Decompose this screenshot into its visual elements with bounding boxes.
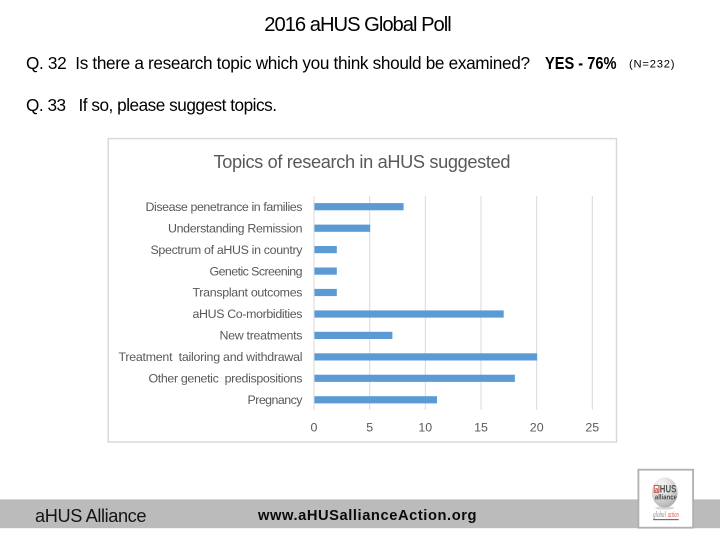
svg-text:www.aHUSallianceAction.org: www.aHUSallianceAction.org — [257, 508, 477, 524]
svg-text:Spectrum of aHUS in country: Spectrum of aHUS in country — [151, 243, 304, 257]
svg-text:0: 0 — [311, 421, 318, 435]
svg-text:aHUS Alliance: aHUS Alliance — [35, 506, 147, 526]
svg-text:aHUS Co-morbidities: aHUS Co-morbidities — [193, 307, 303, 321]
svg-text:Q. 32 Is there a research top: Q. 32 Is there a research topic which yo… — [26, 53, 530, 73]
svg-text:a: a — [655, 487, 659, 493]
svg-text:25: 25 — [585, 421, 599, 435]
svg-text:10: 10 — [418, 421, 432, 435]
svg-text:New treatments: New treatments — [220, 329, 303, 343]
svg-text:YES - 76%: YES - 76% — [545, 53, 617, 73]
svg-text:Pregnancy: Pregnancy — [248, 393, 304, 407]
svg-text:HUS: HUS — [660, 483, 677, 495]
svg-text:Topics of research in aHUS sug: Topics of research in aHUS suggested — [214, 152, 511, 172]
svg-text:2016 aHUS Global Poll: 2016 aHUS Global Poll — [264, 14, 452, 36]
svg-text:15: 15 — [474, 421, 488, 435]
svg-text:Transplant outcomes: Transplant outcomes — [193, 286, 303, 300]
svg-text:action: action — [668, 510, 679, 519]
svg-text:Genetic Screening: Genetic Screening — [210, 264, 303, 278]
svg-text:global: global — [653, 510, 666, 519]
svg-text:Disease penetrance in families: Disease penetrance in families — [146, 200, 303, 214]
svg-text:(N=232): (N=232) — [629, 59, 675, 71]
svg-text:Q. 33 If so, please suggest: Q. 33 If so, please suggest topics. — [26, 95, 277, 115]
svg-text:Understanding Remission: Understanding Remission — [168, 221, 303, 235]
svg-text:20: 20 — [530, 421, 544, 435]
svg-text:Treatment tailoring and withd: Treatment tailoring and withdrawal — [119, 350, 303, 364]
svg-text:5: 5 — [366, 421, 373, 435]
svg-text:Other genetic predispositions: Other genetic predispositions — [149, 372, 303, 386]
svg-text:alliance: alliance — [655, 493, 677, 502]
